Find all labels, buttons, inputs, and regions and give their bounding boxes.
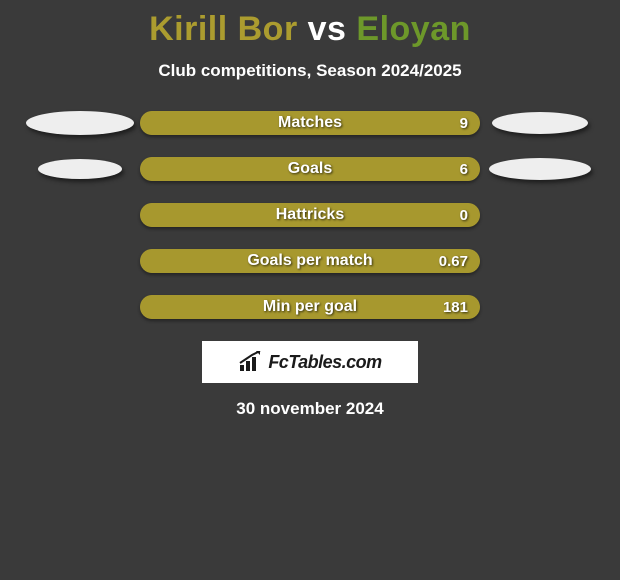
stat-row: Min per goal 181 — [0, 295, 620, 319]
bar-value: 6 — [460, 157, 468, 181]
bar-value: 181 — [443, 295, 468, 319]
bar-track: Matches 9 — [140, 111, 480, 135]
bar-label: Goals — [140, 157, 480, 181]
left-side — [20, 159, 140, 179]
stat-row: Goals 6 — [0, 157, 620, 181]
left-ellipse-0 — [26, 111, 134, 135]
stat-row: Goals per match 0.67 — [0, 249, 620, 273]
bar-label: Goals per match — [140, 249, 480, 273]
bar-track: Goals per match 0.67 — [140, 249, 480, 273]
bar-value: 9 — [460, 111, 468, 135]
logo-text: FcTables.com — [268, 352, 381, 373]
title-vs: vs — [298, 10, 357, 48]
page-title: Kirill Bor vs Eloyan — [0, 0, 620, 49]
bar-value: 0 — [460, 203, 468, 227]
stat-row: Matches 9 — [0, 111, 620, 135]
title-player2: Eloyan — [356, 10, 470, 48]
title-player1: Kirill Bor — [149, 10, 298, 48]
right-ellipse-0 — [492, 112, 588, 134]
bar-label: Min per goal — [140, 295, 480, 319]
bar-label: Hattricks — [140, 203, 480, 227]
bar-label: Matches — [140, 111, 480, 135]
bar-track: Hattricks 0 — [140, 203, 480, 227]
bar-track: Min per goal 181 — [140, 295, 480, 319]
left-ellipse-1 — [38, 159, 122, 179]
left-side — [20, 111, 140, 135]
comparison-chart: Matches 9 Goals 6 Hattricks 0 — [0, 111, 620, 319]
stat-row: Hattricks 0 — [0, 203, 620, 227]
right-ellipse-1 — [489, 158, 591, 180]
logo-box: FcTables.com — [202, 341, 418, 383]
bar-value: 0.67 — [439, 249, 468, 273]
subtitle: Club competitions, Season 2024/2025 — [0, 61, 620, 81]
right-side — [480, 112, 600, 134]
right-side — [480, 158, 600, 180]
chart-logo-icon — [238, 351, 264, 373]
date-label: 30 november 2024 — [0, 399, 620, 419]
bar-track: Goals 6 — [140, 157, 480, 181]
